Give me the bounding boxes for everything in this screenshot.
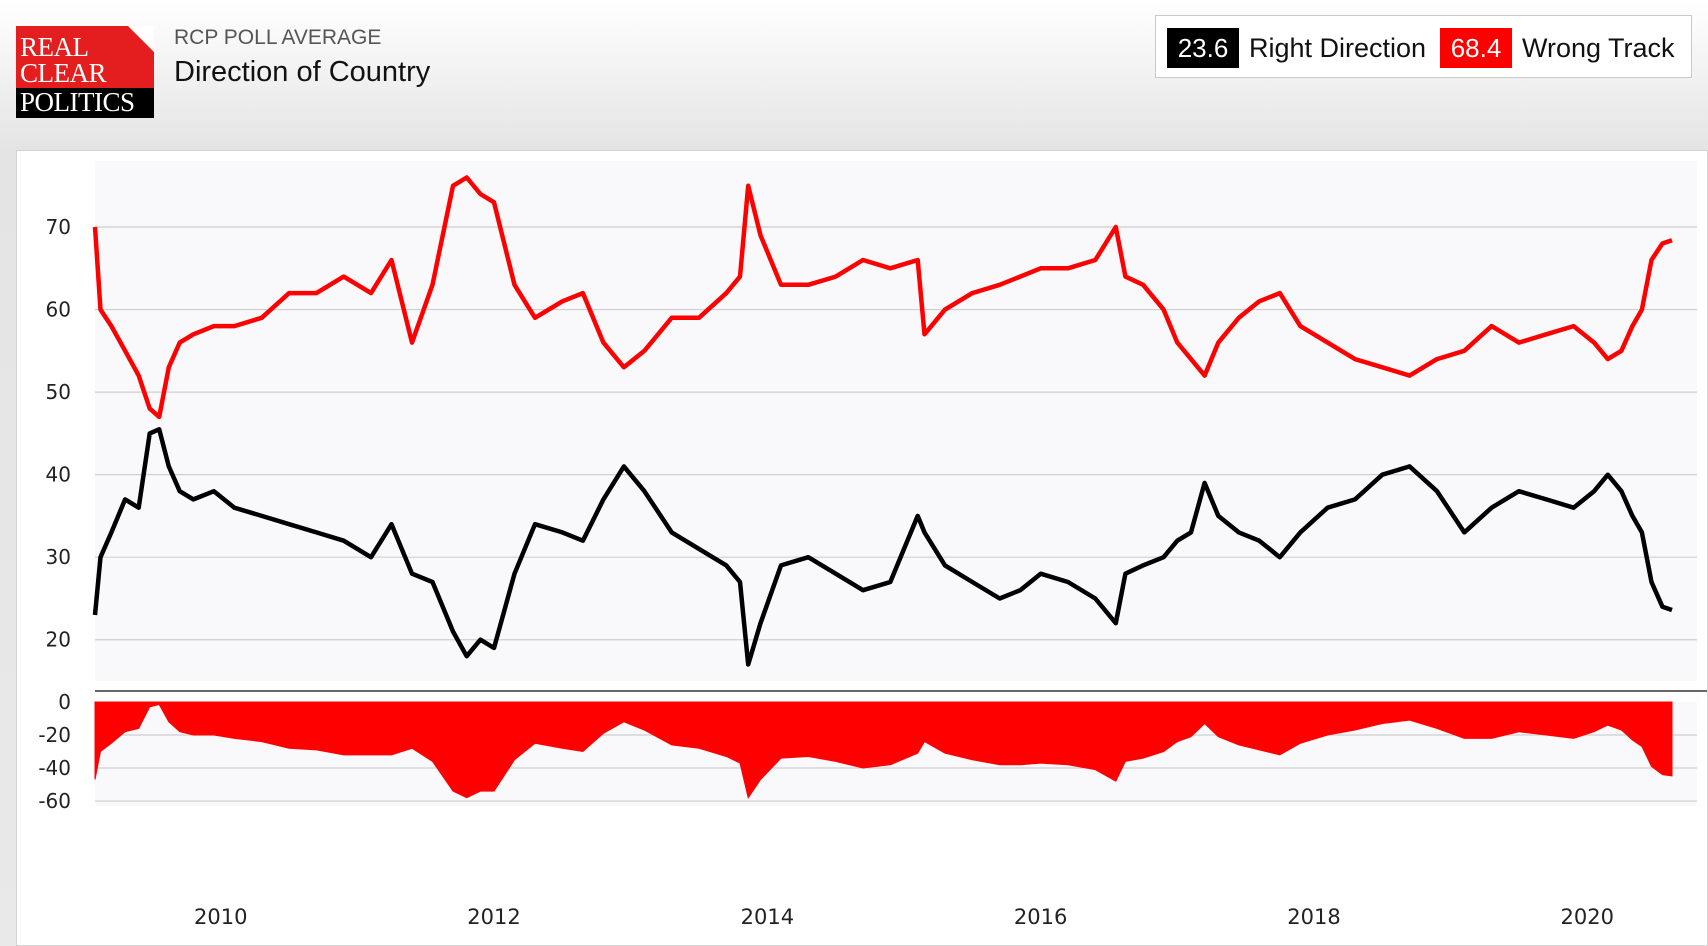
y-tick-label: 40	[46, 463, 71, 487]
x-tick-label: 2016	[1014, 905, 1067, 929]
y-tick-label: 20	[46, 628, 71, 652]
chart-svg[interactable]: 20 30 40 50 60 70 0 -20 -40 -60 2010 2012 2014 2016 20…	[17, 151, 1707, 945]
spread-area	[94, 701, 1673, 799]
logo-line-1: REAL	[20, 32, 89, 62]
right-direction-line	[92, 427, 1673, 667]
logo-corner-fold	[128, 26, 154, 52]
chart-area[interactable]: 20 30 40 50 60 70 0 -20 -40 -60 2010 2012 2014 2016 20…	[16, 150, 1708, 946]
x-tick-label: 2018	[1287, 905, 1340, 929]
wrong-track-line	[92, 175, 1673, 420]
right-direction-value: 23.6	[1167, 28, 1239, 68]
main-plot-background	[95, 161, 1697, 681]
x-tick-label: 2020	[1561, 905, 1614, 929]
spread-tick-label: -20	[38, 723, 71, 747]
y-tick-label: 30	[46, 545, 71, 569]
rcp-logo[interactable]: REAL CLEAR POLITICS	[16, 26, 154, 118]
spread-tick-label: -60	[38, 789, 71, 813]
logo-black-band	[16, 88, 154, 118]
x-tick-label: 2014	[741, 905, 794, 929]
legend: 23.6 Right Direction 68.4 Wrong Track	[1155, 15, 1692, 78]
y-tick-label: 60	[46, 298, 71, 322]
x-tick-label: 2012	[467, 905, 520, 929]
logo-line-2: CLEAR	[20, 58, 107, 88]
y-tick-label: 70	[46, 215, 71, 239]
chart-subtitle: RCP POLL AVERAGE	[174, 26, 382, 49]
chart-title: Direction of Country	[174, 56, 431, 88]
wrong-track-value: 68.4	[1440, 28, 1512, 68]
right-direction-label: Right Direction	[1249, 33, 1427, 63]
x-tick-label: 2010	[194, 905, 247, 929]
wrong-track-label: Wrong Track	[1522, 33, 1675, 63]
spread-tick-label: 0	[58, 690, 71, 714]
y-tick-label: 50	[46, 380, 71, 404]
logo-line-3: POLITICS	[20, 87, 135, 117]
spread-tick-label: -40	[38, 756, 71, 780]
